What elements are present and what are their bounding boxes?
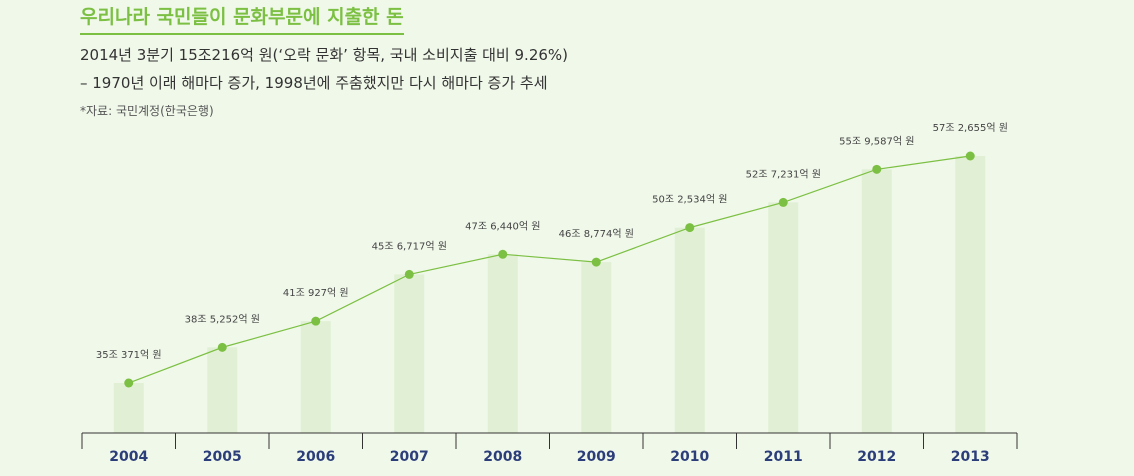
data-point-2009 [591, 257, 601, 267]
x-tick-label-2005: 2005 [203, 449, 242, 465]
chart-title: 우리나라 국민들이 문화부문에 지출한 돈 [80, 0, 404, 35]
data-label-2013: 57조 2,655억 원 [933, 122, 1008, 134]
bars-group [113, 156, 986, 433]
x-tick-label-2013: 2013 [951, 449, 990, 465]
data-label-2005: 38조 5,252억 원 [185, 313, 260, 325]
data-label-2006: 41조 927억 원 [283, 287, 349, 299]
data-point-2010 [685, 223, 695, 233]
bar-2013 [955, 156, 986, 433]
chart-source: *자료: 국민계정(한국은행) [80, 104, 214, 118]
x-tick-label-2009: 2009 [577, 449, 616, 465]
bar-2006 [300, 321, 331, 433]
labels-group: 35조 371억 원 38조 5,252억 원 41조 927억 원 45조 6,71… [96, 122, 1008, 361]
data-label-2011: 52조 7,231억 원 [746, 168, 821, 180]
bar-2012 [861, 169, 892, 433]
series-line [128, 155, 971, 384]
chart-subtitle-1: 2014년 3분기 15조216억 원(‘오락 문화’ 항목, 국내 소비지출 … [80, 46, 569, 64]
x-tick-label-2012: 2012 [857, 449, 896, 465]
data-point-2004 [124, 378, 134, 388]
chart-header: 우리나라 국민들이 문화부문에 지출한 돈 2014년 3분기 15조216억 … [80, 0, 568, 119]
data-point-2008 [498, 249, 508, 259]
bar-2007 [394, 274, 425, 433]
data-point-2012 [872, 164, 882, 174]
data-point-2007 [404, 269, 414, 279]
chart-subtitle-2: – 1970년 이래 해마다 증가, 1998년에 주춤했지만 다시 해마다 증… [80, 74, 548, 92]
data-label-2004: 35조 371억 원 [96, 349, 162, 361]
x-tick-label-2004: 2004 [109, 449, 148, 465]
bar-2010 [674, 227, 705, 433]
data-label-2009: 46조 8,774억 원 [559, 228, 634, 240]
x-axis: 2004 2005 2006 2007 2008 2009 2010 2011 2012 2013 [81, 432, 1018, 465]
x-tick-label-2008: 2008 [483, 449, 522, 465]
x-tick-label-2006: 2006 [296, 449, 335, 465]
data-label-2008: 47조 6,440억 원 [465, 220, 540, 232]
x-tick-label-2010: 2010 [670, 449, 709, 465]
data-point-2011 [778, 197, 788, 207]
bar-2009 [581, 262, 612, 433]
line-series [124, 151, 975, 388]
data-point-2006 [311, 316, 321, 326]
x-tick-label-2007: 2007 [390, 449, 429, 465]
data-point-2005 [217, 342, 227, 352]
bar-2005 [207, 347, 238, 433]
data-point-2013 [965, 151, 975, 161]
data-label-2007: 45조 6,717억 원 [372, 240, 447, 252]
data-label-2010: 50조 2,534억 원 [652, 194, 727, 206]
bar-2011 [768, 202, 799, 433]
x-tick-label-2011: 2011 [764, 449, 803, 465]
bar-2004 [113, 383, 144, 433]
bar-2008 [487, 254, 518, 433]
data-label-2012: 55조 9,587억 원 [839, 135, 914, 147]
